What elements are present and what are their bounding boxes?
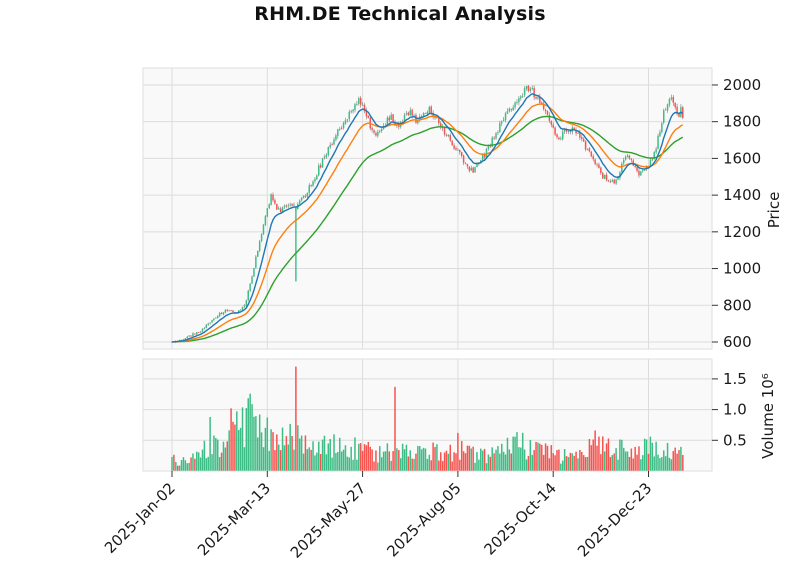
date-tick-label: 2025-Mar-13 bbox=[194, 479, 274, 559]
panel-backgrounds bbox=[142, 67, 713, 472]
moving-average-lines bbox=[171, 93, 684, 343]
volume-tick-label: 1.0 bbox=[723, 401, 747, 419]
price-tick-label: 1400 bbox=[723, 186, 761, 204]
price-tick-label: 1800 bbox=[723, 113, 761, 131]
date-tick-label: 2025-May-27 bbox=[287, 479, 370, 562]
x-axis-labels: 2025-Jan-02 2025-Mar-13 2025-May-27 2025-Au… bbox=[101, 479, 655, 562]
volume-tick-label: 0.5 bbox=[723, 431, 747, 449]
price-tick-label: 600 bbox=[723, 333, 752, 351]
y-axis-labels: 600 800 1000 1200 1400 1600 1800 2000 0.5 1.0 1.5 bbox=[723, 76, 761, 449]
price-axis-title: Price bbox=[765, 192, 783, 229]
axis-ticks bbox=[171, 84, 718, 477]
date-tick-label: 2025-Jan-02 bbox=[101, 479, 179, 557]
date-tick-label: 2025-Dec-23 bbox=[574, 479, 655, 560]
price-tick-label: 1600 bbox=[723, 149, 761, 167]
price-tick-label: 800 bbox=[723, 296, 752, 314]
volume-axis-title: Volume 10⁶ bbox=[759, 373, 777, 459]
date-tick-label: 2025-Aug-05 bbox=[383, 479, 464, 560]
price-tick-label: 2000 bbox=[723, 76, 761, 94]
date-tick-label: 2025-Oct-14 bbox=[481, 479, 561, 559]
volume-bars bbox=[171, 366, 684, 471]
price-tick-label: 1200 bbox=[723, 223, 761, 241]
volume-tick-label: 1.5 bbox=[723, 370, 747, 388]
chart-title: RHM.DE Technical Analysis bbox=[254, 3, 546, 25]
price-tick-label: 1000 bbox=[723, 260, 761, 278]
